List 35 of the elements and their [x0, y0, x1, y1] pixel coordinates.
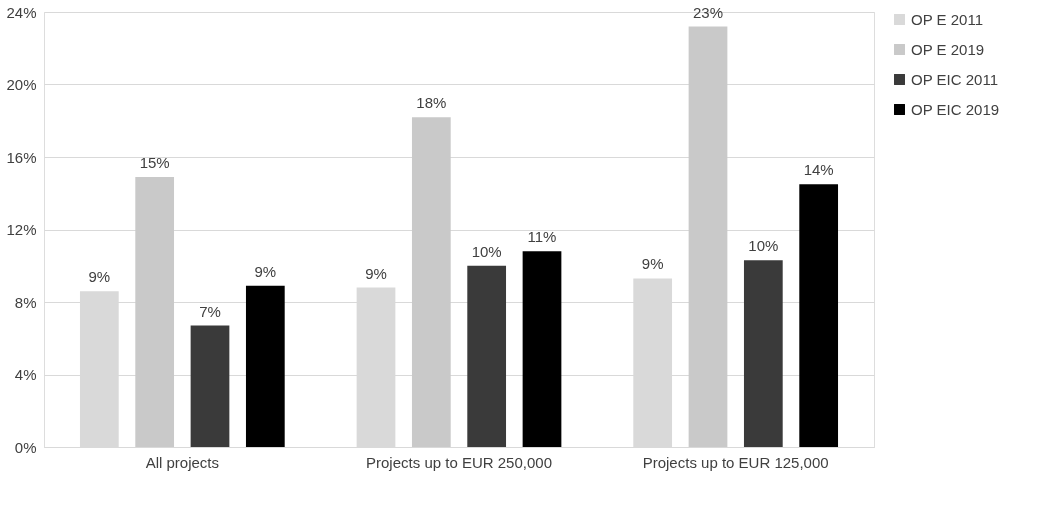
- data-label: 9%: [365, 264, 387, 282]
- y-tick-label: 8%: [14, 293, 37, 311]
- y-tick-label: 12%: [6, 221, 37, 238]
- legend-label: OP EIC 2011: [911, 70, 998, 88]
- bar: [411, 117, 451, 447]
- y-tick-label: 20%: [6, 76, 37, 93]
- bar: [743, 260, 783, 447]
- bar: [190, 325, 230, 447]
- data-label: 10%: [748, 237, 779, 255]
- bar: [688, 26, 728, 447]
- bar: [799, 184, 839, 447]
- data-label: 11%: [527, 228, 557, 246]
- bar: [245, 285, 285, 447]
- y-tick-label: 4%: [14, 366, 37, 383]
- data-label: 23%: [692, 3, 724, 21]
- legend-label: OP E 2011: [911, 10, 983, 28]
- x-tick-label: Projects up to EUR 125,000: [642, 453, 829, 471]
- data-label: 9%: [88, 268, 111, 286]
- legend-label: OP E 2019: [911, 40, 985, 58]
- data-label: 14%: [803, 161, 834, 179]
- bar: [467, 265, 507, 447]
- data-label: 7%: [199, 302, 221, 320]
- data-label: 9%: [641, 255, 664, 273]
- data-label: 10%: [471, 242, 502, 260]
- y-tick-label: 24%: [6, 3, 37, 21]
- data-label: 9%: [254, 262, 277, 280]
- x-tick-label: Projects up to EUR 250,000: [366, 453, 552, 471]
- data-label: 18%: [416, 94, 447, 112]
- y-tick-label: 16%: [6, 148, 37, 166]
- bar: [135, 176, 175, 447]
- data-label: 15%: [139, 153, 170, 171]
- y-tick-label: 0%: [14, 438, 37, 456]
- bar: [522, 251, 562, 447]
- x-tick-label: All projects: [145, 453, 220, 471]
- legend-label: OP EIC 2019: [911, 100, 1000, 118]
